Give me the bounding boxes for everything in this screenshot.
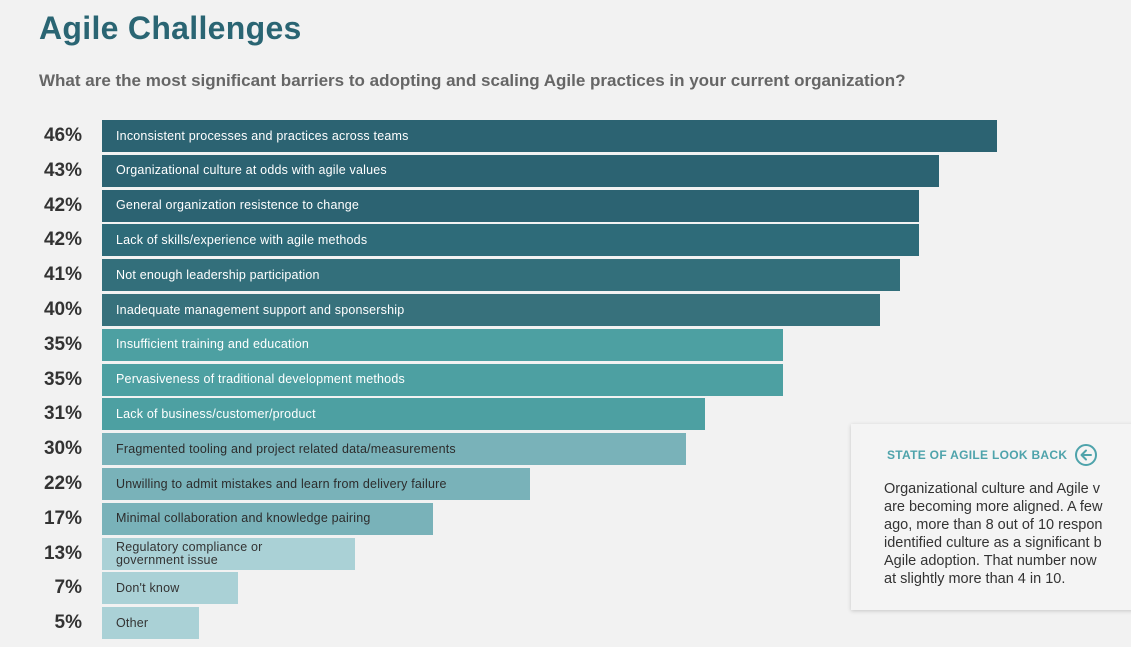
bar-category-label: Unwilling to admit mistakes and learn fr… (116, 476, 447, 491)
bar-category-label: General organization resistence to chang… (116, 198, 360, 213)
bar-category-label: Inconsistent processes and practices acr… (116, 128, 409, 143)
bar-category-label: Organizational culture at odds with agil… (116, 163, 387, 178)
bar: Minimal collaboration and knowledge pair… (102, 502, 433, 535)
bar-row: 5% Other (0, 607, 1131, 640)
bar-row: 42% General organization resistence to ch… (0, 189, 1131, 222)
bar: General organization resistence to chang… (102, 189, 919, 222)
bar-value-label: 31% (43, 403, 82, 425)
bar-value-label: 5% (54, 612, 82, 634)
lookback-line: identified culture as a significant b (884, 535, 1102, 551)
bar-category-label: Inadequate management support and sponse… (116, 302, 405, 317)
bar-row: 30% Fragmented tooling and project relate… (0, 433, 1131, 466)
lookback-line: at slightly more than 4 in 10. (884, 571, 1066, 587)
bar-value-label: 7% (54, 577, 82, 599)
bar-row: 13% Regulatory compliance or government i… (0, 537, 1131, 570)
bar: Inconsistent processes and practices acr… (102, 120, 997, 152)
bar-row: 17% Minimal collaboration and knowledge p… (0, 502, 1131, 535)
bar: Not enough leadership participation (102, 259, 900, 292)
bar: Fragmented tooling and project related d… (102, 433, 686, 466)
bar-value-label: 46% (43, 125, 82, 146)
bar: Pervasiveness of traditional development… (102, 363, 783, 396)
bar-row: 7% Don't know (0, 572, 1131, 605)
bar-row: 46% Inconsistent processes and practices … (0, 120, 1131, 152)
bar-value-label: 42% (43, 229, 82, 251)
lookback-panel: STATE OF AGILE LOOK BACK Organizational … (851, 424, 1131, 610)
lookback-text: Organizational culture and Agile v are b… (884, 480, 1131, 588)
bar-value-label: 17% (43, 507, 82, 529)
bar: Regulatory compliance or government issu… (102, 537, 355, 570)
bar-value-label: 43% (43, 159, 82, 181)
bar-row: 35% Pervasiveness of traditional developm… (0, 363, 1131, 396)
bar-row: 22% Unwilling to admit mistakes and learn… (0, 468, 1131, 500)
bar-category-label: Regulatory compliance or government issu… (116, 539, 263, 567)
bar: Unwilling to admit mistakes and learn fr… (102, 468, 530, 500)
bar-value-label: 30% (43, 438, 82, 460)
bar-value-label: 42% (43, 194, 82, 216)
bar-category-label: Lack of business/customer/product (116, 406, 316, 421)
lookback-line: are becoming more aligned. A few (884, 499, 1103, 515)
arrow-left-circle-icon[interactable] (1075, 444, 1098, 466)
bar-category-label: Other (116, 615, 149, 630)
bar-category-label: Pervasiveness of traditional development… (116, 372, 405, 387)
bar-value-label: 22% (43, 473, 82, 494)
bar-category-label: Insufficient training and education (116, 337, 310, 352)
bar: Other (102, 607, 199, 640)
bar: Insufficient training and education (102, 328, 783, 361)
bar-category-label: Fragmented tooling and project related d… (116, 441, 456, 456)
lookback-line: Organizational culture and Agile v (884, 481, 1101, 497)
bar-row: 41% Not enough leadership participation (0, 259, 1131, 292)
bar-category-label: Minimal collaboration and knowledge pair… (116, 511, 371, 526)
page-title: Agile Challenges (39, 10, 302, 46)
lookback-line: ago, more than 8 out of 10 respon (884, 517, 1103, 533)
bar-value-label: 13% (43, 542, 82, 564)
bar-row: 31% Lack of business/customer/product (0, 398, 1131, 431)
lookback-header: STATE OF AGILE LOOK BACK (887, 444, 1098, 466)
bar-row: 42% Lack of skills/experience with agile … (0, 224, 1131, 257)
bar-value-label: 41% (43, 264, 82, 286)
bar: Don't know (102, 572, 238, 605)
bar-row: 43% Organizational culture at odds with a… (0, 154, 1131, 187)
bar-value-label: 35% (43, 333, 82, 355)
bar-value-label: 40% (43, 299, 82, 320)
bar-row: 35% Insufficient training and education (0, 328, 1131, 361)
lookback-line: Agile adoption. That number now (884, 553, 1097, 569)
bar: Inadequate management support and sponse… (102, 294, 880, 326)
bar-category-label: Lack of skills/experience with agile met… (116, 232, 368, 247)
bar: Lack of skills/experience with agile met… (102, 224, 919, 257)
bar-category-label: Don't know (116, 580, 180, 595)
bar: Organizational culture at odds with agil… (102, 154, 939, 187)
bar-category-label: Not enough leadership participation (116, 267, 320, 282)
bar: Lack of business/customer/product (102, 398, 705, 431)
page-subtitle: What are the most significant barriers t… (39, 71, 906, 90)
bar-value-label: 35% (43, 368, 82, 390)
bar-row: 40% Inadequate management support and spo… (0, 294, 1131, 326)
lookback-title: STATE OF AGILE LOOK BACK (887, 448, 1068, 462)
